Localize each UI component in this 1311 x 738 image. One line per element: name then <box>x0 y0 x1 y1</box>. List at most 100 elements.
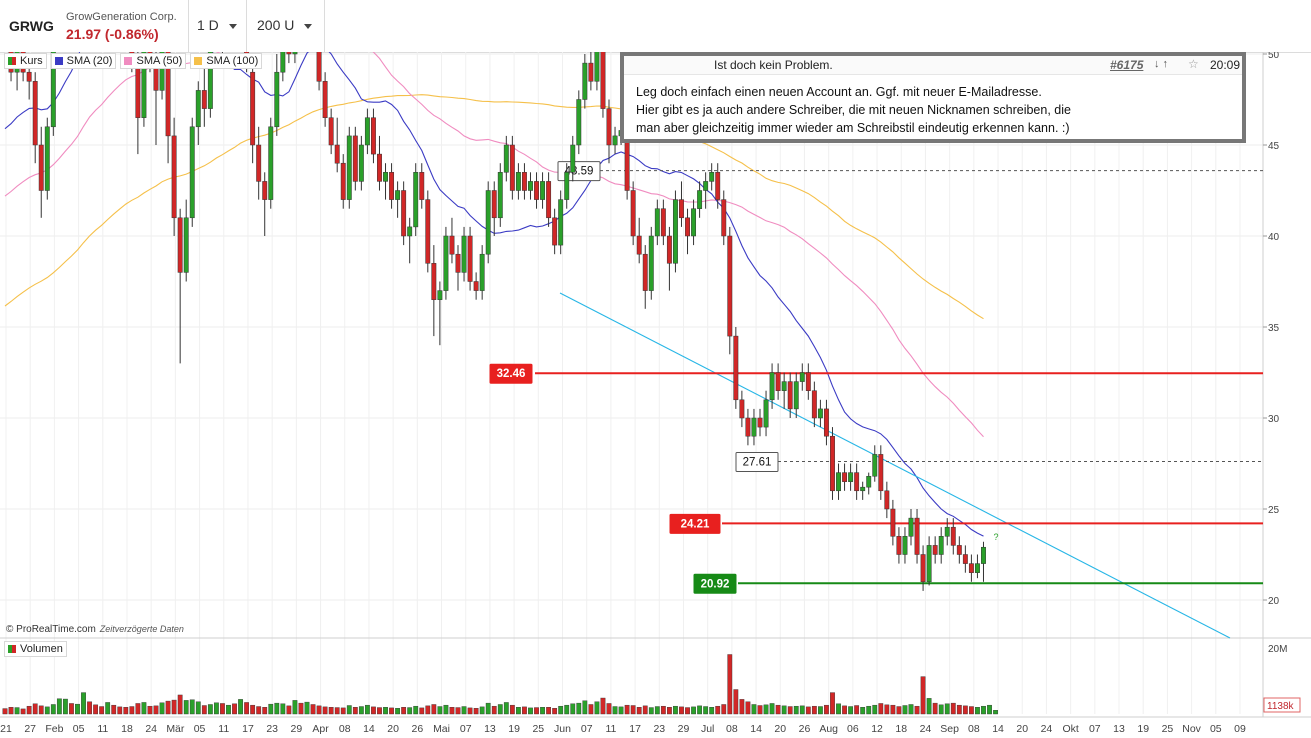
legend-item-sma20[interactable]: SMA (20) <box>50 53 117 69</box>
x-tick-label: Jun <box>554 723 571 735</box>
candle-body <box>715 172 721 200</box>
x-tick-label: 05 <box>1210 723 1222 735</box>
x-tick-label: Feb <box>45 723 63 735</box>
volume-bar <box>715 705 721 715</box>
x-tick-label: Aug <box>819 723 838 735</box>
chevron-down-icon <box>228 23 237 29</box>
candle-body <box>534 181 539 200</box>
volume-bar <box>588 704 594 715</box>
candle-body <box>461 235 467 273</box>
x-tick-label: 08 <box>726 723 738 735</box>
volume-bar <box>938 704 944 715</box>
volume-bar <box>594 701 600 715</box>
candle-body <box>389 172 395 200</box>
volume-bar <box>189 699 195 715</box>
y-tick-label: 25 <box>1268 505 1280 516</box>
volume-bar <box>612 706 618 715</box>
x-tick-label: 18 <box>121 723 133 735</box>
volume-bar <box>443 704 449 715</box>
candle-body <box>830 435 835 492</box>
volume-bar <box>280 703 286 715</box>
candle-body <box>799 372 805 382</box>
candle-body <box>358 144 364 182</box>
volume-bar <box>516 707 521 715</box>
candle-body <box>890 508 896 537</box>
candle-body <box>781 381 787 391</box>
volume-bar <box>522 706 527 715</box>
candle-body <box>703 181 709 191</box>
candle-body <box>334 144 340 164</box>
x-tick-label: 14 <box>992 723 1004 735</box>
volume-bar <box>316 705 322 715</box>
volume-bar <box>395 708 400 715</box>
candle-body <box>449 235 455 255</box>
candle-body <box>195 90 201 128</box>
volume-bar <box>993 710 998 715</box>
comment-id-link[interactable]: #6175 <box>1110 58 1144 72</box>
volume-bar <box>860 707 866 715</box>
candle-body <box>340 162 346 200</box>
candle-body <box>346 135 352 200</box>
candle-body <box>189 126 195 219</box>
volume-last-badge <box>1263 697 1301 713</box>
volume-bar <box>751 704 757 715</box>
candle-body <box>401 190 407 237</box>
volume-bar <box>274 702 280 715</box>
volume-bar <box>407 707 413 715</box>
candle-body <box>974 563 980 573</box>
units-select[interactable]: 200 U <box>246 0 325 52</box>
instrument-box[interactable]: GRWG GrowGeneration Corp. 21.97 (-0.86%) <box>0 0 189 52</box>
volume-bar <box>365 704 370 715</box>
volume-bar <box>135 703 141 715</box>
volume-bar <box>32 703 38 715</box>
legend-item-sma100[interactable]: SMA (100) <box>190 53 263 69</box>
volume-bar <box>981 705 986 715</box>
candle-body <box>171 135 177 219</box>
legend-item-sma50[interactable]: SMA (50) <box>120 53 187 69</box>
legend-item-volumen[interactable]: Volumen <box>4 641 67 657</box>
volume-bar <box>352 707 358 715</box>
volume-bar <box>8 707 14 715</box>
volume-bar <box>956 704 962 715</box>
x-tick-label: 13 <box>1113 723 1125 735</box>
volume-bar <box>334 707 340 715</box>
candle-body <box>292 52 298 55</box>
x-tick-label: 19 <box>1137 723 1149 735</box>
volume-bar <box>389 707 394 715</box>
candle-body <box>594 52 600 82</box>
grid-lines <box>0 52 1263 714</box>
volume-bar <box>371 706 376 715</box>
volume-bar <box>244 702 249 715</box>
volume-last-label: 1138k <box>1267 701 1295 712</box>
candle-body <box>159 52 165 91</box>
candle-body <box>745 417 751 437</box>
volume-bar <box>618 706 624 715</box>
x-tick-label: 20 <box>1016 723 1028 735</box>
candle-body <box>642 253 648 291</box>
candle-body <box>322 81 328 118</box>
candle-body <box>896 536 902 555</box>
legend-item-kurs[interactable]: Kurs <box>4 53 47 69</box>
candle-body <box>540 181 546 200</box>
candle-body <box>775 372 781 391</box>
x-tick-label: 24 <box>1041 723 1053 735</box>
price-chart[interactable]: 20253035404550556065707520M1138k2127Feb0… <box>0 52 1311 738</box>
x-tick-label: Jul <box>701 723 714 735</box>
candle-body <box>425 199 431 264</box>
volume-bar <box>413 705 419 715</box>
candle-body <box>570 144 576 173</box>
candle-body <box>636 235 642 255</box>
interval-select[interactable]: 1 D <box>188 0 247 52</box>
star-icon[interactable]: ☆ <box>1188 57 1199 71</box>
chevron-down-icon <box>304 23 313 29</box>
volume-bar <box>842 705 847 715</box>
last-price-marker: ? <box>993 532 998 542</box>
volume-bar <box>540 707 545 715</box>
volume-axis-top-label: 20M <box>1268 644 1287 655</box>
vote-arrows-icon[interactable]: ↓ ↑ <box>1154 58 1169 70</box>
volume-bar <box>147 705 153 715</box>
volume-legend: Volumen <box>4 641 67 657</box>
volume-bar <box>721 704 727 715</box>
volume-bar <box>733 689 739 715</box>
volume-bar <box>642 705 648 715</box>
